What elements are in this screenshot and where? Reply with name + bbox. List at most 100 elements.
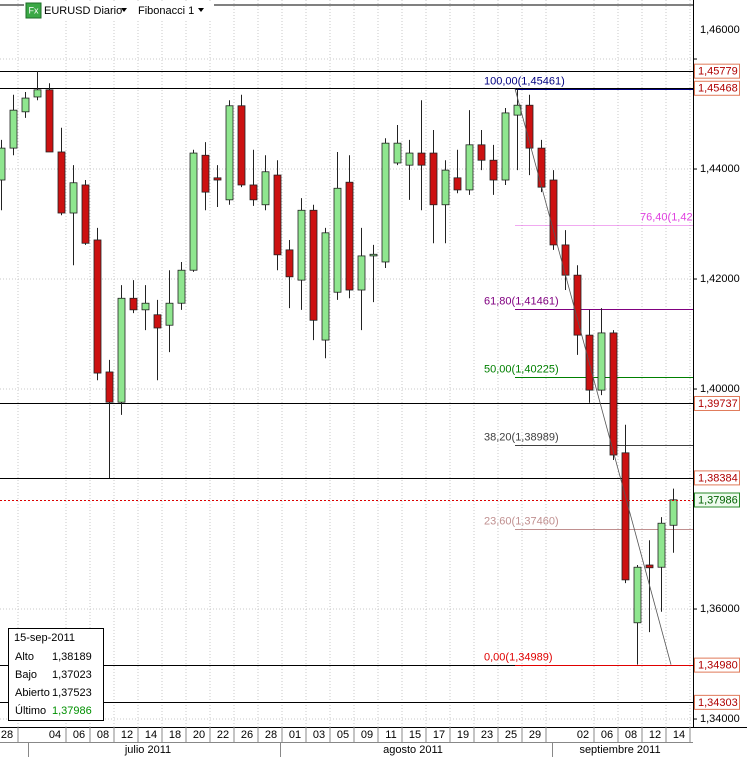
x-tick-label: 18 [169,729,181,741]
price-box [694,395,740,411]
x-tick-label: 12 [649,729,661,741]
info-label: Abierto [15,687,50,699]
candle-body [129,297,138,311]
candle-body [381,142,390,263]
x-tick-label: 25 [505,729,517,741]
info-value: 1,37023 [52,669,92,681]
fib-label: 38,20(1,38989) [484,431,559,443]
candle-body [105,371,114,403]
price-box-label: 1,34980 [698,660,738,672]
last-price-label: 1,37986 [698,494,738,506]
candle-body [153,314,162,329]
price-box [694,80,740,96]
x-tick-label: 05 [337,729,349,741]
candle-body [477,144,486,161]
x-tick-label: 28 [1,729,13,741]
info-box [8,628,104,721]
candle-body [45,89,54,153]
x-tick-label: 23 [481,729,493,741]
candle-body [237,105,246,186]
price-box-label: 1,39737 [698,398,738,410]
info-date: 15-sep-2011 [14,632,75,644]
dropdown-arrow[interactable] [198,8,204,12]
candle-body [177,269,186,304]
y-tick-label: 1,44000 [700,163,740,175]
candle-body [93,239,102,374]
candle-body [21,97,30,113]
fib-label: 61,80(1,41461) [484,295,559,307]
x-tick-label: 29 [529,729,541,741]
x-tick-label: 28 [265,729,277,741]
x-tick-label: 08 [97,729,109,741]
candle-body [357,255,366,291]
candle-body [225,105,234,201]
icon-text: Fx [29,5,39,15]
candle-body [657,522,666,568]
candle-body [597,332,606,391]
candle-body [489,159,498,181]
candle-body [333,187,342,293]
info-label: Alto [15,651,34,663]
symbol-icon[interactable] [25,2,42,19]
candle-body [465,144,474,191]
candle-body [9,109,18,149]
candle-body [309,209,318,321]
month-label: agosto 2011 [383,744,443,756]
candle-body [297,209,306,281]
x-tick-label: 26 [241,729,253,741]
info-panel: 15-sep-2011 Alto 1,38189 Bajo 1,37023 Ab… [8,628,104,721]
x-tick-label: 20 [193,729,205,741]
candle-body [549,179,558,246]
info-value: 1,37523 [52,687,92,699]
x-tick-label: 02 [577,729,589,741]
candle-body [213,177,222,181]
y-tick-label: 1,40000 [700,383,740,395]
x-tick-label: 04 [49,729,61,741]
x-tick-label: 11 [385,729,396,741]
candle-body [81,184,90,244]
price-box-label: 1,45779 [698,66,738,78]
y-tick-label: 1,46000 [700,24,740,36]
x-tick-label: 12 [121,729,133,741]
fib-trend-line [514,88,672,665]
candle-body [141,302,150,311]
candle-body [165,302,174,326]
last-price-box [694,492,740,508]
candle-body [405,152,414,166]
x-tick-label: 14 [145,729,157,741]
fib-label: 76,40(1,42 [640,211,693,223]
dropdown-arrow[interactable] [121,8,127,12]
price-box-label: 1,38384 [698,472,738,484]
price-box [694,470,740,486]
candle-body [429,152,438,206]
candle-body [621,452,630,581]
candle-body [561,244,570,276]
x-tick-label: 22 [217,729,229,741]
x-tick-label: 03 [313,729,325,741]
x-tick-label: 19 [457,729,469,741]
candle-body [285,249,294,278]
price-box-label: 1,34303 [698,697,738,709]
x-tick-label: 14 [673,729,685,741]
y-tick-label: 1,36000 [700,603,740,615]
candle-body [117,297,126,403]
x-tick-label: 15 [409,729,421,741]
x-tick-label: 01 [289,729,301,741]
candle-body [501,112,510,181]
month-label: julio 2011 [124,744,171,756]
candle-body [453,177,462,191]
candle-body [525,104,534,149]
y-tick-label: 1,34000 [700,713,740,725]
candle-body [645,564,654,569]
price-box-label: 1,45468 [698,83,738,95]
candle-body [573,274,582,336]
price-box [694,694,740,710]
symbol-name[interactable]: EURUSD Diario [44,5,122,17]
candle-body [369,253,378,257]
month-label: septiembre 2011 [579,744,660,756]
price-box [694,657,740,673]
study-name[interactable]: Fibonacci 1 [138,5,194,17]
candle-body [633,566,642,624]
candle-body [261,171,270,206]
